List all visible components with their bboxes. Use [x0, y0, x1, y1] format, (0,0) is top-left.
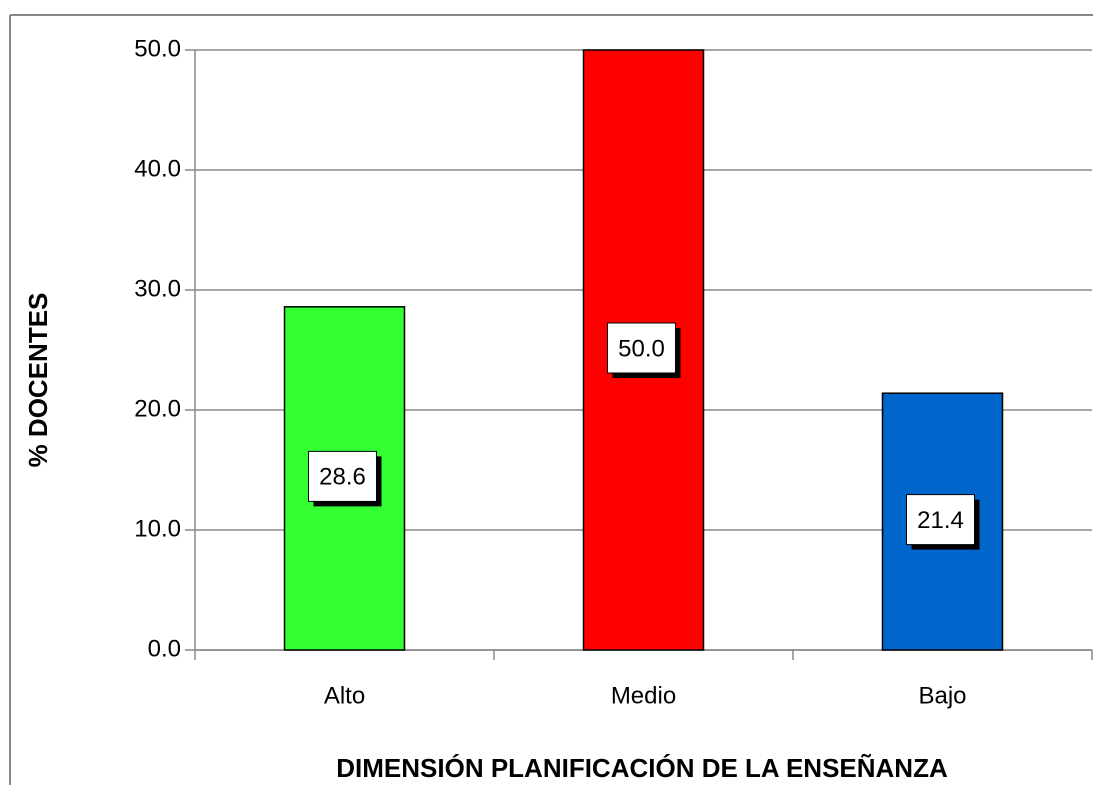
label-box — [906, 494, 975, 546]
data-label: 28.6 — [319, 464, 366, 491]
x-tick-label: Bajo — [918, 682, 966, 709]
data-label: 50.0 — [618, 335, 665, 362]
y-tick-label: 0.0 — [148, 635, 181, 662]
y-axis-title: % DOCENTES — [23, 293, 53, 468]
x-tick-label: Alto — [324, 682, 365, 709]
y-tick-label: 50.0 — [134, 35, 181, 62]
y-tick-label: 30.0 — [134, 275, 181, 302]
x-axis-title: DIMENSIÓN PLANIFICACIÓN DE LA ENSEÑANZA — [336, 753, 948, 783]
y-tick-label: 10.0 — [134, 515, 181, 542]
y-tick-label: 20.0 — [134, 395, 181, 422]
data-label: 21.4 — [917, 507, 964, 534]
label-box — [308, 450, 377, 502]
x-tick-label: Medio — [611, 682, 676, 709]
y-tick-label: 40.0 — [134, 155, 181, 182]
label-box — [607, 322, 676, 374]
